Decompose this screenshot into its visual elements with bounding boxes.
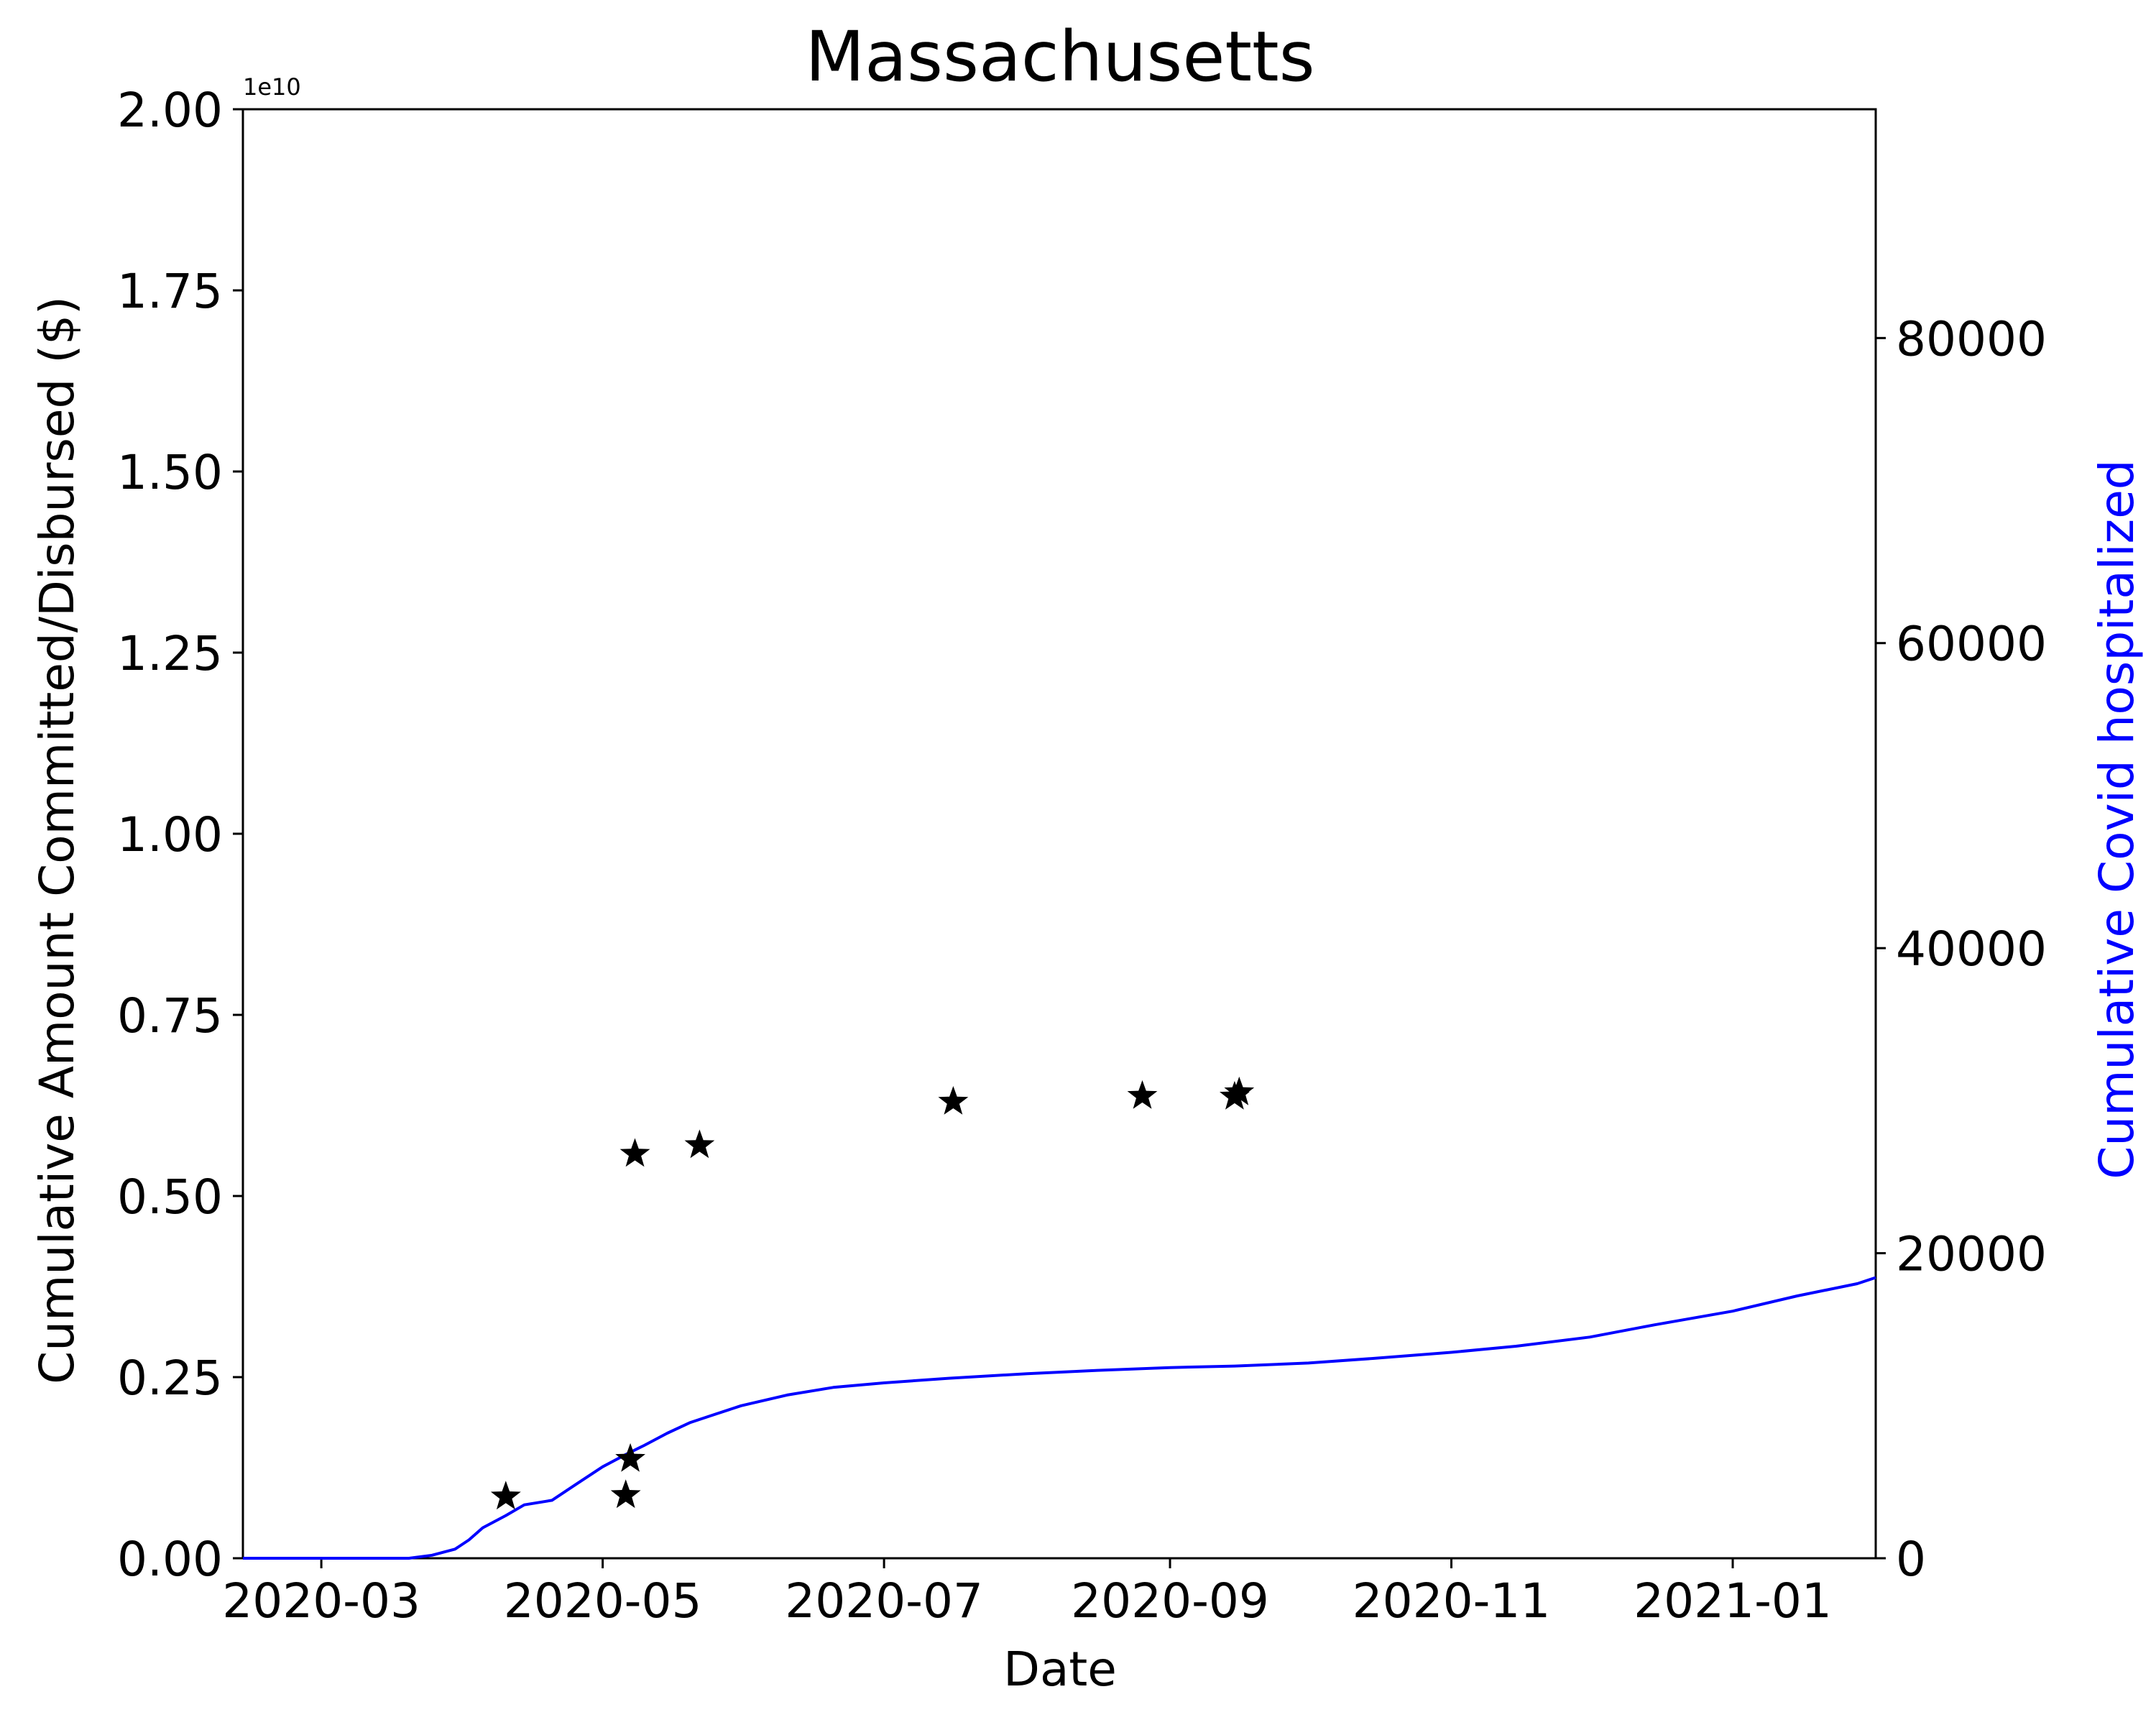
y-tick-label: 2.00 xyxy=(117,83,223,138)
hospitalized-line xyxy=(243,1276,1876,1560)
x-tick-label: 2021-01 xyxy=(1634,1573,1832,1629)
committed-star-marker xyxy=(684,1129,715,1159)
y-tick-label: 1.25 xyxy=(117,626,223,681)
axes-frame xyxy=(241,108,1877,1560)
x-tick-label: 2020-09 xyxy=(1071,1573,1269,1629)
y-tick-label: 0.00 xyxy=(117,1532,223,1587)
committed-star-marker xyxy=(1224,1076,1255,1105)
committed-star-marker xyxy=(619,1138,650,1167)
chart-title: Massachusetts xyxy=(805,17,1314,97)
y-axis-label: Cumulative Amount Committed/Disbursed ($… xyxy=(29,296,85,1384)
committed-star-marker xyxy=(938,1086,969,1115)
x-tick-label: 2020-11 xyxy=(1353,1573,1551,1629)
y-tick-label: 1.75 xyxy=(117,264,223,319)
y-offset-text: 1e10 xyxy=(243,73,301,101)
y2-tick-label: 0 xyxy=(1896,1532,1926,1587)
y2-tick-label: 40000 xyxy=(1896,921,2047,977)
y2-tick-label: 80000 xyxy=(1896,311,2047,367)
x-tick-label: 2020-05 xyxy=(504,1573,702,1629)
y-tick-label: 1.50 xyxy=(117,445,223,500)
committed-star-marker xyxy=(1127,1080,1158,1109)
y2-tick-label: 60000 xyxy=(1896,617,2047,672)
x-tick-label: 2020-07 xyxy=(785,1573,983,1629)
x-axis-label: Date xyxy=(1003,1642,1117,1697)
y-tick-label: 0.75 xyxy=(117,988,223,1044)
committed-star-marker xyxy=(490,1481,521,1510)
y2-tick-label: 20000 xyxy=(1896,1227,2047,1282)
y-tick-label: 1.00 xyxy=(117,807,223,862)
committed-star-marker xyxy=(610,1479,641,1509)
y-tick-label: 0.25 xyxy=(117,1351,223,1406)
x-tick-label: 2020-03 xyxy=(222,1573,420,1629)
plot-area: 2020-03 2020-05 2020-07 2020-09 2020-11 2021-… xyxy=(117,83,2047,1629)
y-tick-label: 0.50 xyxy=(117,1169,223,1225)
committed-star-marker xyxy=(615,1443,645,1472)
y2-axis-label: Cumulative Covid hospitalized xyxy=(2089,459,2145,1179)
